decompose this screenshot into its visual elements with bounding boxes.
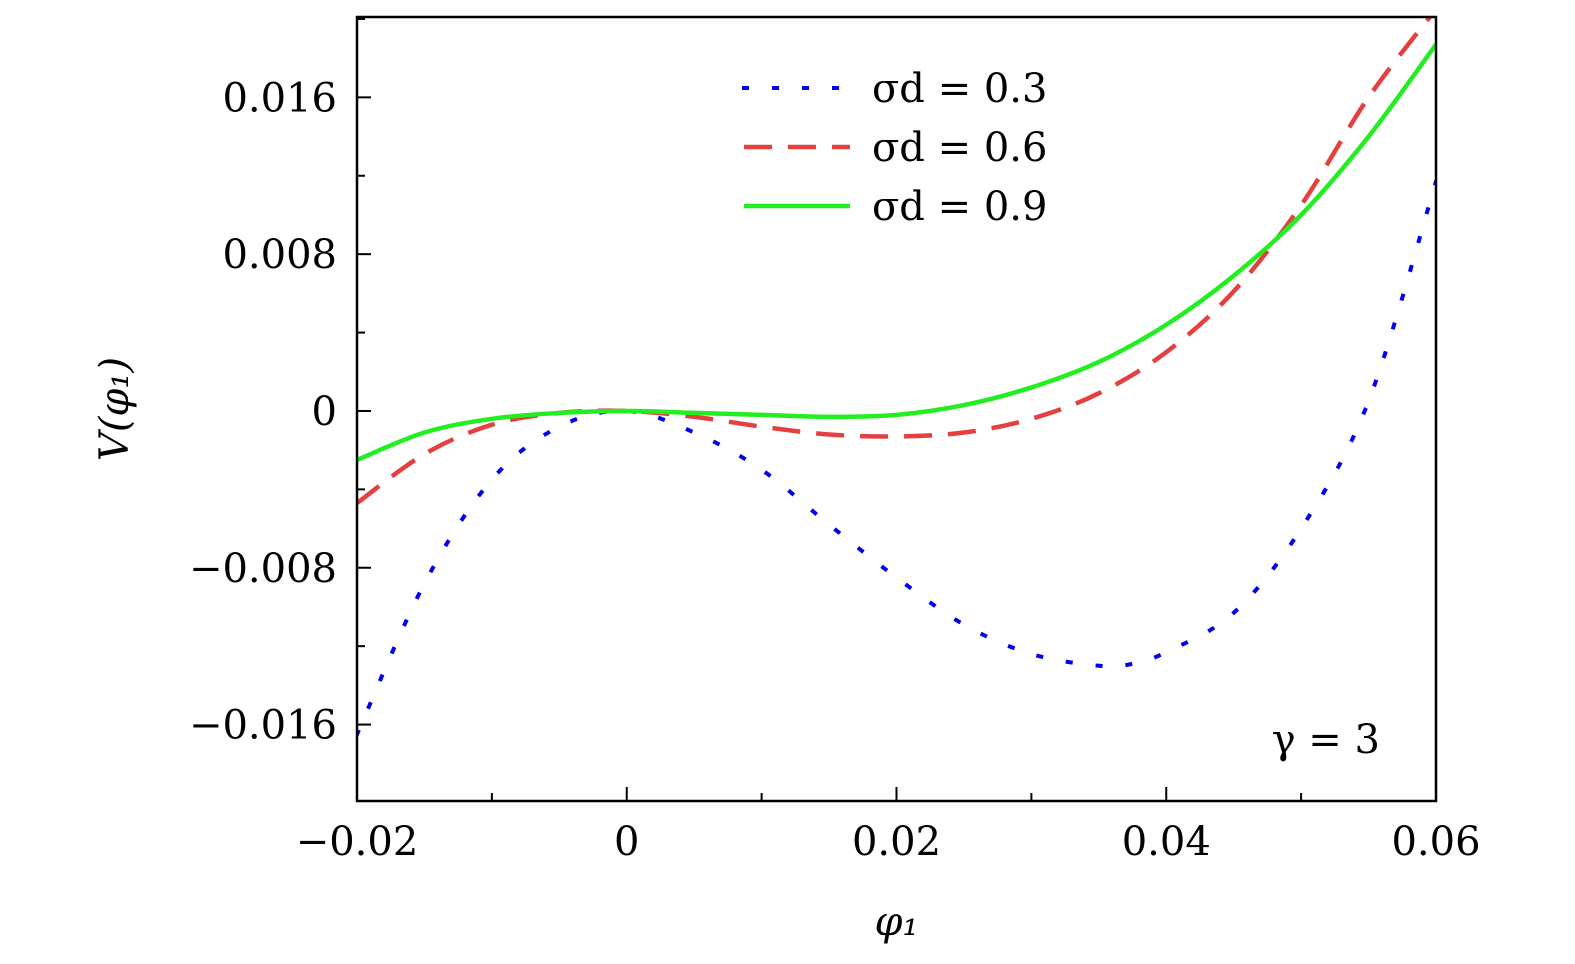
labels-layer: −0.02 0 0.02 0.04 0.06 −0.016 −0.008 0 0.008 0.01…	[189, 75, 1481, 865]
y-tick-label: 0.016	[222, 75, 337, 121]
x-tick-label: 0	[614, 819, 639, 865]
legend-label-1: σd = 0.3	[872, 66, 1047, 112]
x-tick-label: 0.06	[1391, 819, 1480, 865]
y-tick-label: −0.008	[189, 546, 337, 592]
x-tick-label: 0.02	[852, 819, 941, 865]
legend-label-2: σd = 0.6	[872, 125, 1047, 171]
y-tick-label: −0.016	[189, 703, 337, 749]
y-axis-label: V(φ₁)	[92, 357, 138, 461]
series-line-1	[357, 179, 1436, 738]
x-tick-label: 0.04	[1122, 819, 1211, 865]
legend-label-3: σd = 0.9	[872, 184, 1047, 230]
series-layer	[357, 17, 1436, 738]
legend: σd = 0.3 σd = 0.6 σd = 0.9	[742, 66, 1047, 230]
series-line-3	[357, 43, 1436, 463]
ticks-layer	[356, 17, 1437, 801]
x-tick-label: −0.02	[296, 819, 419, 865]
y-tick-label: 0	[312, 389, 337, 435]
x-axis-label: φ₁	[874, 899, 918, 945]
y-tick-label: 0.008	[222, 232, 337, 278]
annotation-gamma: γ = 3	[1272, 717, 1380, 763]
